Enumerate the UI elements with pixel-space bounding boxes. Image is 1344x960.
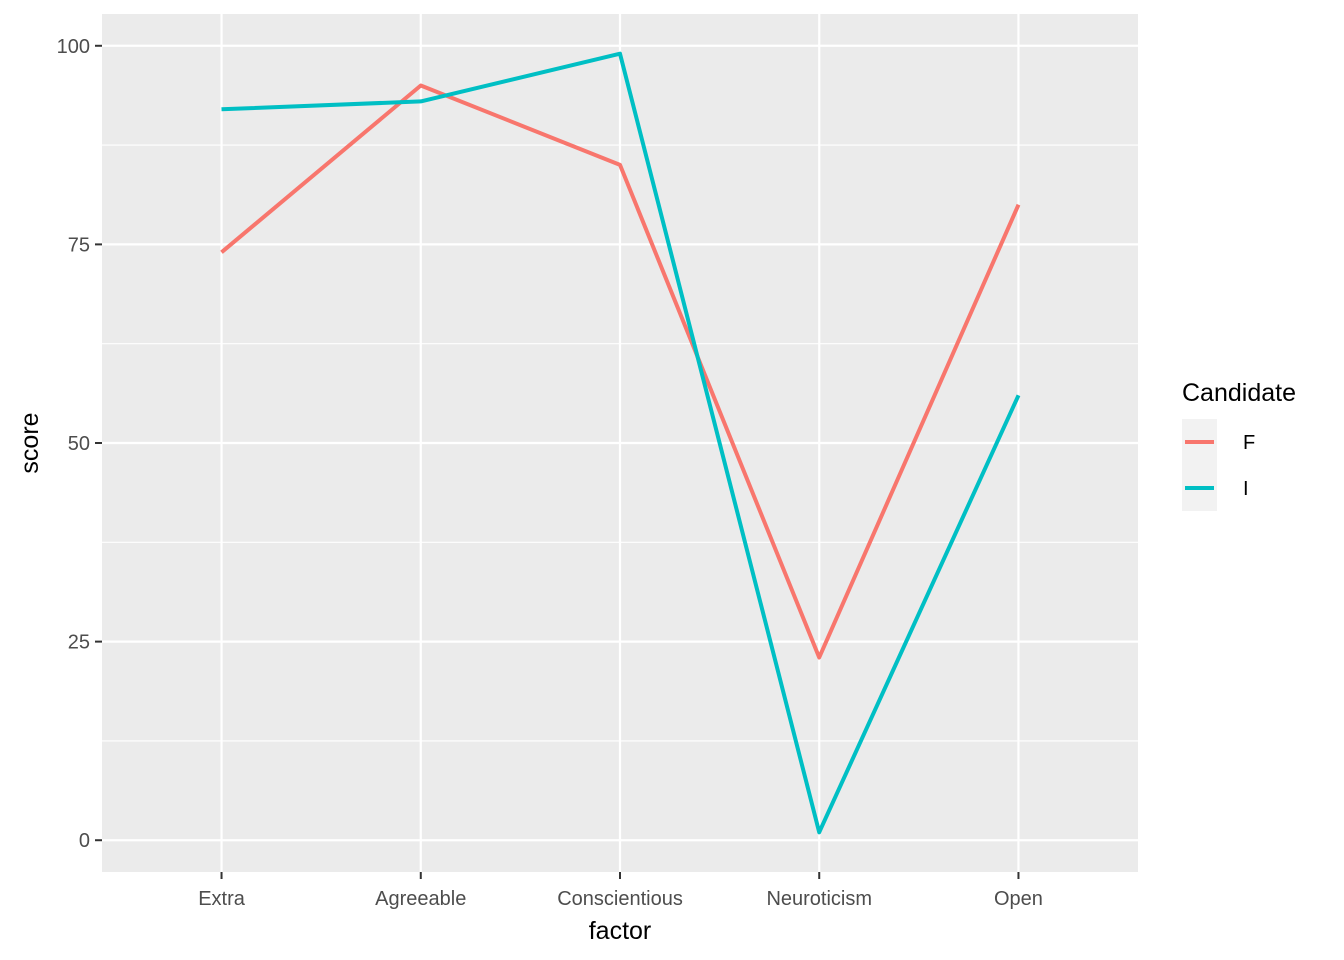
series-line-f [220, 83, 1021, 660]
y-tick-label: 50 [68, 433, 90, 455]
y-tick-label: 75 [68, 234, 90, 256]
y-tick-label: 100 [57, 36, 90, 58]
x-tick-label: Conscientious [557, 888, 683, 910]
legend: Candidate F I [1182, 379, 1296, 511]
legend-title: Candidate [1182, 379, 1296, 407]
x-tick-label: Open [994, 888, 1043, 910]
y-axis-title: score [16, 412, 44, 473]
series-line-i [221, 51, 1021, 835]
legend-label: I [1243, 478, 1249, 500]
x-tick-label: Neuroticism [766, 888, 872, 910]
major-gridlines [102, 14, 1138, 872]
x-tick-label: Extra [198, 888, 246, 910]
y-axis: 0 25 50 75 100 [57, 36, 102, 852]
x-axis-title: factor [589, 917, 652, 945]
series-lines [220, 51, 1021, 835]
y-tick-label: 25 [68, 632, 90, 654]
legend-label: F [1243, 432, 1255, 454]
x-tick-label: Agreeable [375, 888, 466, 910]
x-axis: Extra Agreeable Conscientious Neuroticism Op… [198, 872, 1043, 910]
y-tick-label: 0 [79, 830, 90, 852]
